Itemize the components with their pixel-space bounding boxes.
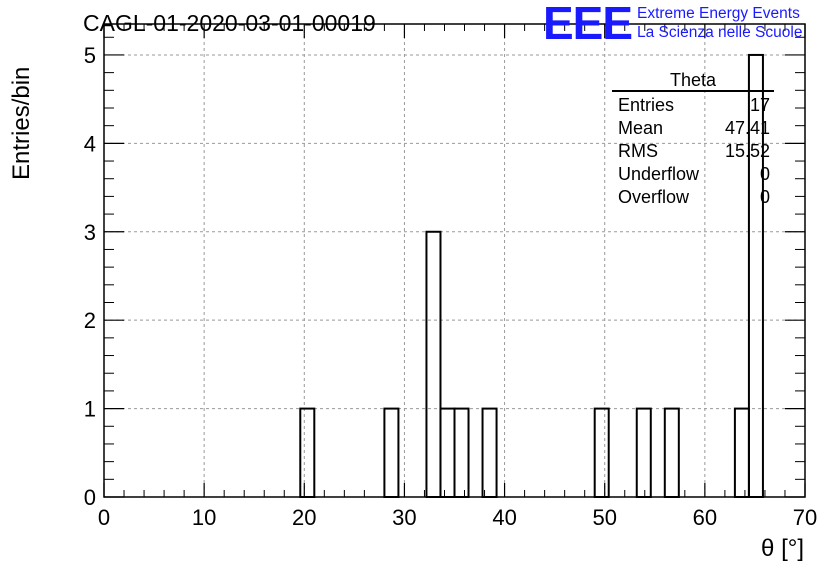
stats-value: 0 [759,164,770,184]
stats-row: Underflow 0 [612,163,774,186]
x-tick-label: 30 [392,505,416,530]
logo-line-2: La Scienza nelle Scuole [637,24,803,41]
y-tick-label: 0 [84,485,96,510]
x-axis-label: θ [°] [761,535,804,562]
x-tick-label: 0 [98,505,110,530]
tick-labels: 0 10 20 30 40 50 60 70 0 1 2 3 4 5 [84,43,817,530]
stats-value: 47.41 [724,118,770,138]
chart-title: CAGL-01-2020-03-01-00019 [83,10,376,36]
x-tick-label: 20 [292,505,316,530]
stats-label: Mean [618,118,664,138]
stats-title: Theta [669,70,717,90]
x-tick-label: 60 [693,505,717,530]
y-tick-label: 3 [84,220,96,245]
histogram-bin [733,407,750,498]
stats-divider [612,90,774,92]
eee-logo: EEE [543,0,633,49]
x-tick-label: 70 [793,505,817,530]
stats-label: RMS [618,141,658,161]
axis-ticks [103,24,806,498]
histogram-bin [453,407,470,498]
stats-row: RMS 15.52 [612,140,774,163]
stats-value: 15.52 [724,141,770,161]
stats-row: Mean 47.41 [612,117,774,140]
stats-value: 17 [749,95,770,115]
stats-label: Underflow [618,164,700,184]
y-axis-label: Entries/bin [8,66,35,180]
histogram-bin [439,407,456,498]
y-tick-label: 5 [84,43,96,68]
histogram-bin [383,407,400,498]
histogram-bin [299,407,316,498]
logo-line-1: Extreme Energy Events [637,5,800,22]
histogram-bin [635,407,652,498]
stats-label: Overflow [618,187,690,207]
y-tick-label: 2 [84,308,96,333]
logo-caption: Extreme Energy Events La Scienza nelle S… [637,4,802,42]
x-tick-label: 40 [492,505,516,530]
x-tick-label: 50 [592,505,616,530]
histogram-bin [593,407,610,498]
stats-box: Theta Entries 17 Mean 47.41 RMS 15.52 Un… [612,70,774,209]
y-tick-label: 1 [84,397,96,422]
stats-row: Entries 17 [612,94,774,117]
stats-label: Entries [618,95,675,115]
histogram-bin [663,407,680,498]
plot-frame [103,23,806,498]
histogram-bin [481,407,498,498]
stats-value: 0 [759,187,770,207]
x-tick-label: 10 [192,505,216,530]
stats-row: Overflow 0 [612,186,774,209]
y-tick-label: 4 [84,131,96,156]
histogram-bin [425,230,442,498]
